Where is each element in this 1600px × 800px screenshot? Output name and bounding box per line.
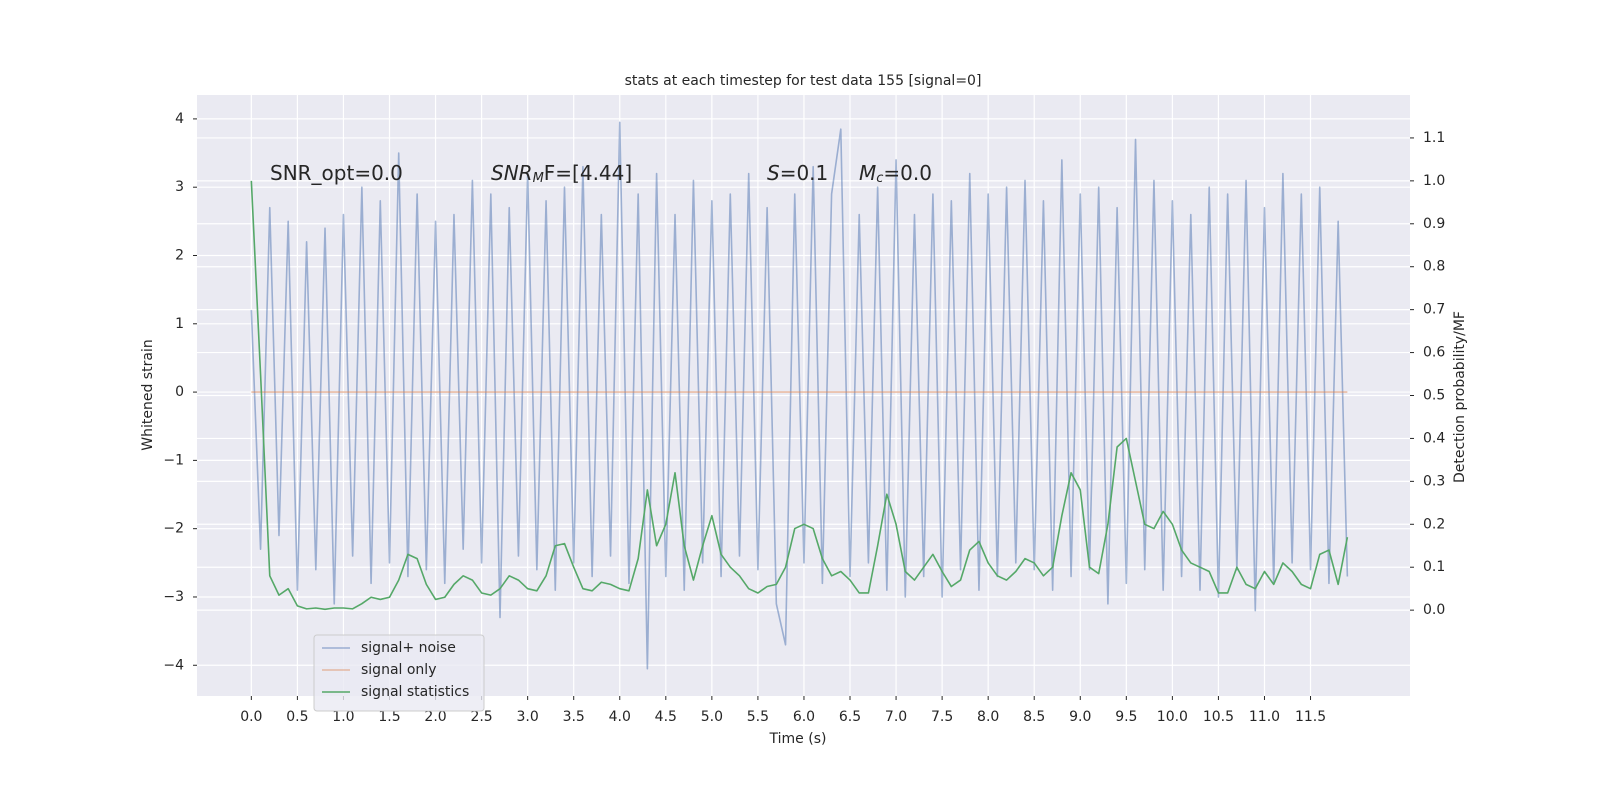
annotation-text: SNR <box>491 161 533 185</box>
annotation: S=0.1 <box>767 161 828 185</box>
annotation: Mc=0.0 <box>859 161 932 186</box>
legend-box <box>313 634 485 712</box>
x-tick-label: 3.0 <box>517 709 539 725</box>
x-tick-label: 1.5 <box>378 709 400 725</box>
x-tick-label: 10.0 <box>1157 709 1188 725</box>
annotation-subscript: c <box>876 171 883 186</box>
y-tick-label: −1 <box>163 452 184 468</box>
y-tick-label: 1 <box>175 316 184 332</box>
y2-tick-label: 0.4 <box>1423 430 1445 446</box>
annotation: SNRMF=[4.44] <box>491 161 632 186</box>
annotation-subscript: M <box>533 171 544 186</box>
x-tick-label: 4.0 <box>609 709 631 725</box>
annotation-text: S <box>767 161 780 185</box>
series-line <box>250 180 1349 611</box>
x-tick-label: 8.0 <box>977 709 999 725</box>
y-tick-label: 3 <box>175 179 184 195</box>
annotation-text: SNR_opt=0.0 <box>270 161 403 185</box>
x-tick-label: 8.5 <box>1023 709 1045 725</box>
x-tick-label: 9.5 <box>1115 709 1137 725</box>
y-tick-label: 2 <box>175 247 184 263</box>
y2-tick-label: 1.1 <box>1423 130 1445 146</box>
legend-label: signal+ noise <box>361 640 456 656</box>
legend-label: signal only <box>361 662 436 678</box>
y2-tick-label: 0.3 <box>1423 473 1445 489</box>
y-tick-label: 4 <box>175 111 184 127</box>
y-tick-label: −4 <box>163 657 184 673</box>
x-tick-label: 11.0 <box>1249 709 1280 725</box>
x-tick-label: 9.0 <box>1069 709 1091 725</box>
annotation-text: M <box>859 161 876 185</box>
y-tick-label: −2 <box>163 521 184 537</box>
x-axis-label: Time (s) <box>769 731 827 747</box>
x-tick-label: 5.5 <box>747 709 769 725</box>
x-tick-label: 3.5 <box>563 709 585 725</box>
y-tick-label: −3 <box>163 589 184 605</box>
y2-tick-label: 0.0 <box>1423 602 1445 618</box>
x-tick-label: 5.0 <box>701 709 723 725</box>
x-tick-label: 11.5 <box>1295 709 1326 725</box>
y2-tick-label: 0.6 <box>1423 345 1445 361</box>
x-tick-label: 1.0 <box>332 709 354 725</box>
y-tick-label: 0 <box>175 384 184 400</box>
x-tick-label: 7.0 <box>885 709 907 725</box>
series-line <box>250 121 1349 670</box>
y2-tick-label: 1.0 <box>1423 173 1445 189</box>
annotation-text: =0.1 <box>780 161 829 185</box>
y2-tick-label: 0.7 <box>1423 302 1445 318</box>
y2-tick-label: 0.9 <box>1423 216 1445 232</box>
y2-tick-label: 0.5 <box>1423 388 1445 404</box>
x-tick-label: 4.5 <box>655 709 677 725</box>
annotation-text: F=[4.44] <box>544 161 632 185</box>
chart-title: stats at each timestep for test data 155… <box>625 73 982 89</box>
x-tick-label: 6.5 <box>839 709 861 725</box>
x-tick-label: 0.5 <box>286 709 308 725</box>
annotation: SNR_opt=0.0 <box>270 161 403 185</box>
y-axis-label: Whitened strain <box>140 339 156 450</box>
x-tick-label: 0.0 <box>240 709 262 725</box>
y2-axis-label: Detection probability/MF <box>1452 311 1468 483</box>
x-tick-label: 2.5 <box>470 709 492 725</box>
annotation-text: =0.0 <box>883 161 932 185</box>
x-tick-label: 10.5 <box>1203 709 1234 725</box>
legend-label: signal statistics <box>361 684 469 700</box>
y2-tick-label: 0.2 <box>1423 516 1445 532</box>
x-tick-label: 6.0 <box>793 709 815 725</box>
x-tick-label: 2.0 <box>424 709 446 725</box>
x-tick-label: 7.5 <box>931 709 953 725</box>
y2-tick-label: 0.1 <box>1423 559 1445 575</box>
y2-tick-label: 0.8 <box>1423 259 1445 275</box>
